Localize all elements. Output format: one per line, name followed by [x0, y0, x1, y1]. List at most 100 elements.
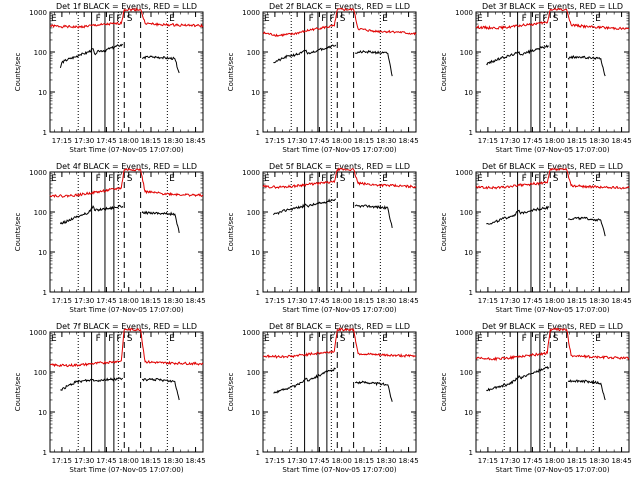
y-tick-label: 100 — [34, 209, 47, 217]
x-tick-label: 17:30 — [74, 137, 94, 145]
events-series-line — [486, 44, 549, 66]
plot-frame — [262, 331, 417, 453]
panel-3: Det 3f BLACK = Events, RED = LLD 1 10 100 10… — [440, 2, 632, 154]
interval-marker: F — [534, 334, 539, 344]
x-tick-label: 18:45 — [185, 457, 205, 465]
x-tick-label: 18:30 — [589, 457, 609, 465]
interval-marker: F — [309, 14, 314, 24]
x-tick-label: 17:15 — [265, 457, 285, 465]
panel-2: Det 2f BLACK = Events, RED = LLD 1 10 100 10… — [227, 2, 419, 154]
lld-series-line — [262, 7, 417, 38]
y-tick-label: 1 — [469, 449, 473, 457]
y-tick-label: 1000 — [455, 9, 473, 17]
x-tick-label: 18:15 — [354, 457, 374, 465]
plot-frame — [49, 171, 204, 293]
x-tick-label: 17:30 — [500, 137, 520, 145]
panel-title: Det 7f BLACK = Events, RED = LLD — [56, 322, 197, 331]
y-axis-label: Counts/sec — [14, 213, 22, 252]
y-axis-label: Counts/sec — [227, 213, 235, 252]
events-series-line — [486, 366, 550, 392]
y-tick-label: 1000 — [242, 169, 260, 177]
y-tick-label: 1 — [469, 129, 473, 137]
interval-marker: E — [169, 14, 175, 24]
x-axis-label: Start Time (07-Nov-05 17:07:00) — [282, 466, 396, 474]
events-series-line — [273, 44, 337, 64]
interval-marker: F — [329, 174, 334, 184]
interval-marker: F — [309, 174, 314, 184]
x-axis-label: Start Time (07-Nov-05 17:07:00) — [282, 146, 396, 154]
interval-marker: E — [51, 14, 57, 24]
x-tick-label: 17:30 — [287, 297, 307, 305]
events-series-line — [354, 49, 393, 77]
events-series-line — [142, 55, 180, 74]
interval-marker: E — [169, 174, 175, 184]
y-tick-label: 100 — [247, 369, 260, 377]
y-tick-label: 1000 — [242, 329, 260, 337]
interval-marker: E — [595, 174, 601, 184]
x-tick-label: 17:30 — [74, 457, 94, 465]
events-series-line — [141, 210, 180, 233]
events-series-line — [59, 43, 124, 69]
x-axis-label: Start Time (07-Nov-05 17:07:00) — [495, 306, 609, 314]
x-tick-label: 18:30 — [163, 457, 183, 465]
y-tick-label: 1000 — [29, 9, 47, 17]
x-tick-label: 17:45 — [96, 137, 116, 145]
plot-frame — [262, 11, 417, 133]
interval-marker: F — [96, 14, 101, 24]
x-tick-label: 17:15 — [52, 297, 72, 305]
x-axis-label: Start Time (07-Nov-05 17:07:00) — [495, 146, 609, 154]
interval-marker: F — [116, 334, 121, 344]
interval-marker: E — [51, 174, 57, 184]
interval-marker: F — [542, 14, 547, 24]
x-tick-label: 18:15 — [567, 137, 587, 145]
plot-frame — [475, 331, 630, 453]
events-series-line — [272, 198, 336, 216]
x-tick-label: 17:45 — [522, 457, 542, 465]
events-series-line — [354, 204, 393, 228]
interval-marker: F — [542, 174, 547, 184]
panel-1: Det 1f BLACK = Events, RED = LLD 1 10 100 10… — [14, 2, 206, 154]
y-tick-label: 1000 — [29, 169, 47, 177]
panel-6: Det 6f BLACK = Events, RED = LLD 1 10 100 10… — [440, 162, 632, 314]
interval-marker: F — [522, 14, 527, 24]
interval-marker: F — [522, 334, 527, 344]
interval-marker: E — [264, 14, 270, 24]
panel-8: Det 8f BLACK = Events, RED = LLD 1 10 100 10… — [227, 322, 419, 474]
y-tick-label: 100 — [460, 49, 473, 57]
panel-title: Det 5f BLACK = Events, RED = LLD — [269, 162, 410, 171]
y-axis-label: Counts/sec — [14, 53, 22, 92]
y-tick-label: 1000 — [455, 329, 473, 337]
y-tick-label: 1000 — [455, 169, 473, 177]
interval-marker: S — [553, 334, 559, 344]
x-tick-label: 18:00 — [119, 457, 139, 465]
interval-marker: F — [108, 174, 113, 184]
x-tick-label: 17:30 — [287, 457, 307, 465]
plot-frame — [475, 171, 630, 293]
interval-marker: E — [382, 14, 388, 24]
interval-marker: S — [340, 174, 346, 184]
x-tick-label: 18:00 — [545, 297, 565, 305]
y-tick-label: 1000 — [29, 329, 47, 337]
x-tick-label: 18:00 — [119, 137, 139, 145]
y-tick-label: 10 — [464, 89, 473, 97]
x-tick-label: 18:45 — [398, 297, 418, 305]
interval-marker: F — [329, 14, 334, 24]
x-tick-label: 17:30 — [500, 457, 520, 465]
x-tick-label: 18:45 — [185, 137, 205, 145]
y-tick-label: 10 — [464, 409, 473, 417]
y-tick-label: 10 — [38, 249, 47, 257]
interval-marker: S — [340, 14, 346, 24]
interval-marker: F — [96, 174, 101, 184]
x-tick-label: 17:45 — [309, 297, 329, 305]
x-tick-label: 18:00 — [332, 457, 352, 465]
interval-marker: S — [127, 174, 133, 184]
plot-frame — [262, 171, 417, 293]
x-axis-label: Start Time (07-Nov-05 17:07:00) — [69, 306, 183, 314]
interval-marker: F — [534, 174, 539, 184]
panel-7: Det 7f BLACK = Events, RED = LLD 1 10 100 10… — [14, 322, 206, 474]
events-series-line — [60, 377, 124, 392]
panel-title: Det 8f BLACK = Events, RED = LLD — [269, 322, 410, 331]
x-tick-label: 17:15 — [478, 137, 498, 145]
x-tick-label: 17:15 — [265, 137, 285, 145]
